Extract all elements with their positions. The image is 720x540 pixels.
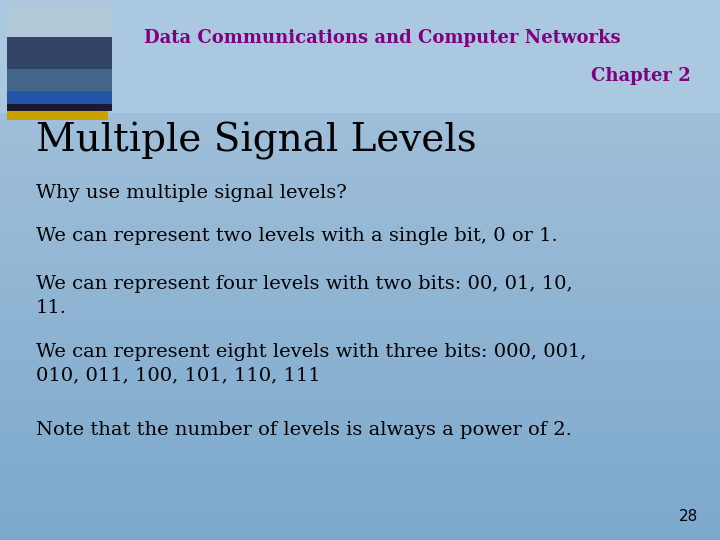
Bar [0, 441, 720, 450]
Text: 28: 28 [679, 509, 698, 524]
Bar [0, 90, 720, 99]
Bar [0, 297, 720, 306]
Bar [0, 360, 720, 369]
Bar [0, 432, 720, 441]
Bar [0, 405, 720, 414]
Bar [0, 477, 720, 486]
Bar [0, 333, 720, 342]
Bar [0, 9, 720, 18]
Bar [7, 110, 108, 120]
Bar [0, 108, 720, 117]
Bar [0, 324, 720, 333]
Bar [0, 54, 720, 63]
Bar [0, 171, 720, 180]
Bar [0, 495, 720, 504]
Bar [0, 99, 720, 108]
Bar [0, 513, 720, 522]
Bar [0, 153, 720, 162]
Bar [0, 396, 720, 405]
Bar [0, 135, 720, 144]
Bar [0, 18, 720, 27]
Text: Why use multiple signal levels?: Why use multiple signal levels? [36, 184, 347, 201]
Bar [0, 342, 720, 351]
Bar [0, 522, 720, 531]
Bar [0, 180, 720, 189]
Text: Multiple Signal Levels: Multiple Signal Levels [36, 122, 477, 159]
Bar [0, 234, 720, 243]
Bar [0, 0, 720, 113]
Bar [0, 378, 720, 387]
Bar [0, 306, 720, 315]
Bar [0, 468, 720, 477]
Bar [0, 486, 720, 495]
Bar [0, 45, 720, 54]
Bar [0, 387, 720, 396]
Bar [0, 315, 720, 324]
Bar [0, 270, 720, 279]
Bar [0, 243, 720, 252]
Text: We can represent four levels with two bits: 00, 01, 10,
11.: We can represent four levels with two bi… [36, 275, 572, 317]
Bar [0, 198, 720, 207]
Bar [0, 207, 720, 216]
Bar [0, 351, 720, 360]
Text: We can represent two levels with a single bit, 0 or 1.: We can represent two levels with a singl… [36, 227, 558, 245]
Bar [0, 414, 720, 423]
Bar [0, 162, 720, 171]
Bar [7, 37, 112, 69]
Bar [0, 423, 720, 432]
Text: We can represent eight levels with three bits: 000, 001,
010, 011, 100, 101, 110: We can represent eight levels with three… [36, 343, 587, 384]
Bar [0, 189, 720, 198]
Bar [0, 27, 720, 36]
Bar [0, 369, 720, 378]
Bar [0, 225, 720, 234]
Bar [7, 3, 112, 111]
Bar [7, 69, 112, 91]
Bar [7, 91, 112, 104]
Bar [0, 288, 720, 297]
Bar [7, 104, 112, 111]
Bar [0, 450, 720, 459]
Bar [0, 117, 720, 126]
Bar [0, 0, 720, 9]
Bar [0, 252, 720, 261]
Text: Data Communications and Computer Networks: Data Communications and Computer Network… [144, 29, 621, 47]
Bar [0, 216, 720, 225]
Bar [0, 531, 720, 540]
Bar [0, 63, 720, 72]
Bar [0, 36, 720, 45]
Bar [0, 144, 720, 153]
Text: Chapter 2: Chapter 2 [591, 66, 691, 85]
Bar [0, 504, 720, 513]
Bar [0, 459, 720, 468]
Bar [0, 81, 720, 90]
Bar [0, 126, 720, 135]
Bar [0, 261, 720, 270]
Bar [0, 72, 720, 81]
Text: Note that the number of levels is always a power of 2.: Note that the number of levels is always… [36, 421, 572, 439]
Bar [0, 279, 720, 288]
